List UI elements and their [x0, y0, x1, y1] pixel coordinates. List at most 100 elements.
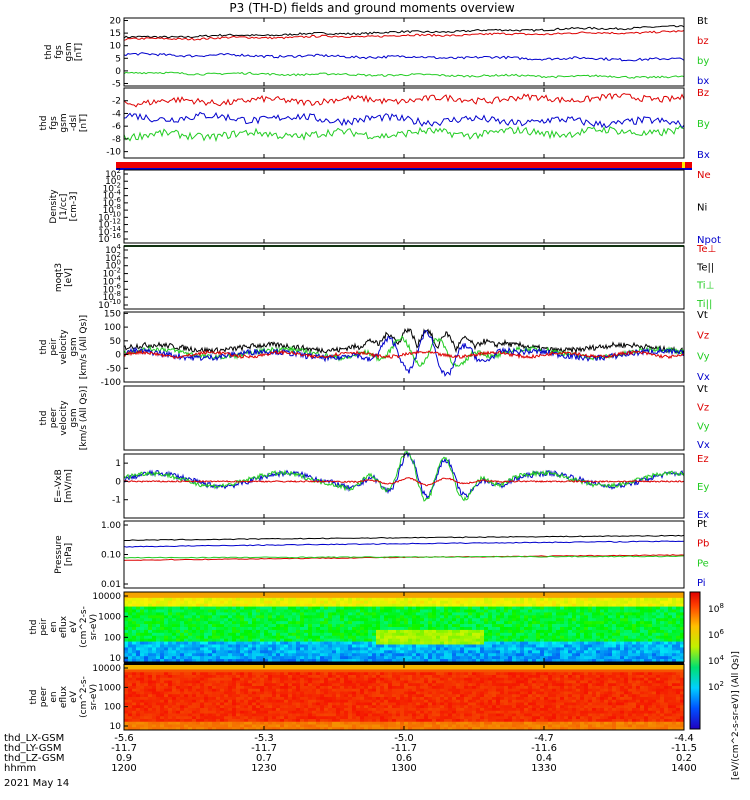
heatmap-cell: [460, 594, 465, 599]
heatmap-cell: [300, 632, 305, 637]
heatmap-cell: [228, 641, 233, 645]
heatmap-cell: [416, 606, 421, 610]
heatmap-cell: [280, 641, 285, 645]
heatmap-cell: [452, 656, 457, 660]
heatmap-cell: [640, 621, 645, 625]
heatmap-cell: [224, 666, 229, 670]
heatmap-cell: [476, 615, 481, 619]
heatmap-cell: [672, 606, 677, 610]
heatmap-cell: [348, 624, 353, 628]
heatmap-cell: [164, 624, 169, 628]
heatmap-cell: [628, 659, 633, 663]
heatmap-cell: [556, 650, 561, 654]
heatmap-cell: [328, 621, 333, 625]
heatmap-cell: [276, 694, 281, 698]
heatmap-cell: [664, 612, 669, 616]
heatmap-cell: [468, 656, 473, 660]
heatmap-cell: [324, 694, 329, 698]
heatmap-cell: [280, 629, 285, 634]
heatmap-cell: [300, 650, 305, 654]
heatmap-cell: [284, 609, 289, 613]
heatmap-cell: [348, 677, 353, 681]
heatmap-cell: [316, 592, 321, 596]
heatmap-cell: [460, 621, 465, 625]
heatmap-cell: [636, 629, 641, 634]
heatmap-cell: [340, 716, 345, 720]
heatmap-cell: [624, 621, 629, 625]
heatmap-cell: [500, 641, 505, 645]
heatmap-cell: [672, 656, 677, 660]
heatmap-cell: [648, 603, 653, 607]
heatmap-cell: [496, 659, 501, 663]
heatmap-cell: [296, 666, 301, 670]
heatmap-cell: [204, 716, 209, 720]
heatmap-cell: [540, 650, 545, 654]
heatmap-cell: [648, 606, 653, 610]
heatmap-cell: [212, 691, 217, 695]
heatmap-cell: [296, 627, 301, 631]
heatmap-cell: [172, 699, 177, 703]
heatmap-cell: [232, 672, 237, 676]
heatmap-cell: [172, 632, 177, 637]
heatmap-cell: [200, 672, 205, 676]
heatmap-cell: [176, 656, 181, 660]
heatmap-cell: [624, 632, 629, 637]
heatmap-cell: [272, 635, 277, 639]
heatmap-cell: [432, 618, 437, 622]
heatmap-cell: [216, 594, 221, 599]
heatmap-cell: [296, 675, 301, 679]
heatmap-cell: [360, 629, 365, 634]
heatmap-cell: [524, 603, 529, 607]
heatmap-cell: [448, 653, 453, 657]
heatmap-cell: [628, 627, 633, 631]
legend-Vt: Vt: [697, 384, 708, 395]
heatmap-cell: [536, 627, 541, 631]
heatmap-cell: [316, 710, 321, 714]
heatmap-cell: [216, 647, 221, 651]
heatmap-cell: [596, 650, 601, 654]
heatmap-cell: [416, 641, 421, 645]
heatmap-cell: [336, 702, 341, 706]
heatmap-cell: [512, 592, 517, 596]
heatmap-cell: [456, 650, 461, 654]
heatmap-cell: [440, 603, 445, 607]
heatmap-cell: [136, 719, 141, 723]
heatmap-cell: [352, 644, 357, 648]
heatmap-cell: [488, 638, 493, 642]
heatmap-cell: [452, 600, 457, 604]
heatmap-cell: [228, 677, 233, 681]
heatmap-cell: [148, 618, 153, 622]
heatmap-cell: [284, 705, 289, 709]
heatmap-cell: [584, 656, 589, 660]
tick-label: -50: [106, 364, 121, 374]
heatmap-cell: [320, 694, 325, 698]
heatmap-cell: [196, 606, 201, 610]
heatmap-cell: [124, 721, 129, 725]
heatmap-cell: [520, 650, 525, 654]
heatmap-cell: [468, 600, 473, 604]
heatmap-cell: [628, 650, 633, 654]
heatmap-cell: [464, 621, 469, 625]
heatmap-cell: [500, 609, 505, 613]
heatmap-cell: [328, 603, 333, 607]
heatmap-cell: [348, 653, 353, 657]
heatmap-cell: [244, 677, 249, 681]
heatmap-cell: [328, 724, 333, 728]
heatmap-cell: [416, 621, 421, 625]
heatmap-cell: [408, 621, 413, 625]
heatmap-cell: [304, 680, 309, 684]
heatmap-cell: [624, 592, 629, 596]
heatmap-cell: [592, 650, 597, 654]
tick-label: -1: [112, 496, 121, 506]
heatmap-cell: [340, 644, 345, 648]
heatmap-cell: [536, 612, 541, 616]
heatmap-cell: [196, 638, 201, 642]
heatmap-cell: [340, 691, 345, 695]
heatmap-cell: [132, 592, 137, 596]
heatmap-cell: [464, 606, 469, 610]
y-axis-label: [nT]: [79, 114, 89, 132]
heatmap-cell: [272, 656, 277, 660]
heatmap-cell: [632, 618, 637, 622]
heatmap-cell: [376, 644, 381, 648]
